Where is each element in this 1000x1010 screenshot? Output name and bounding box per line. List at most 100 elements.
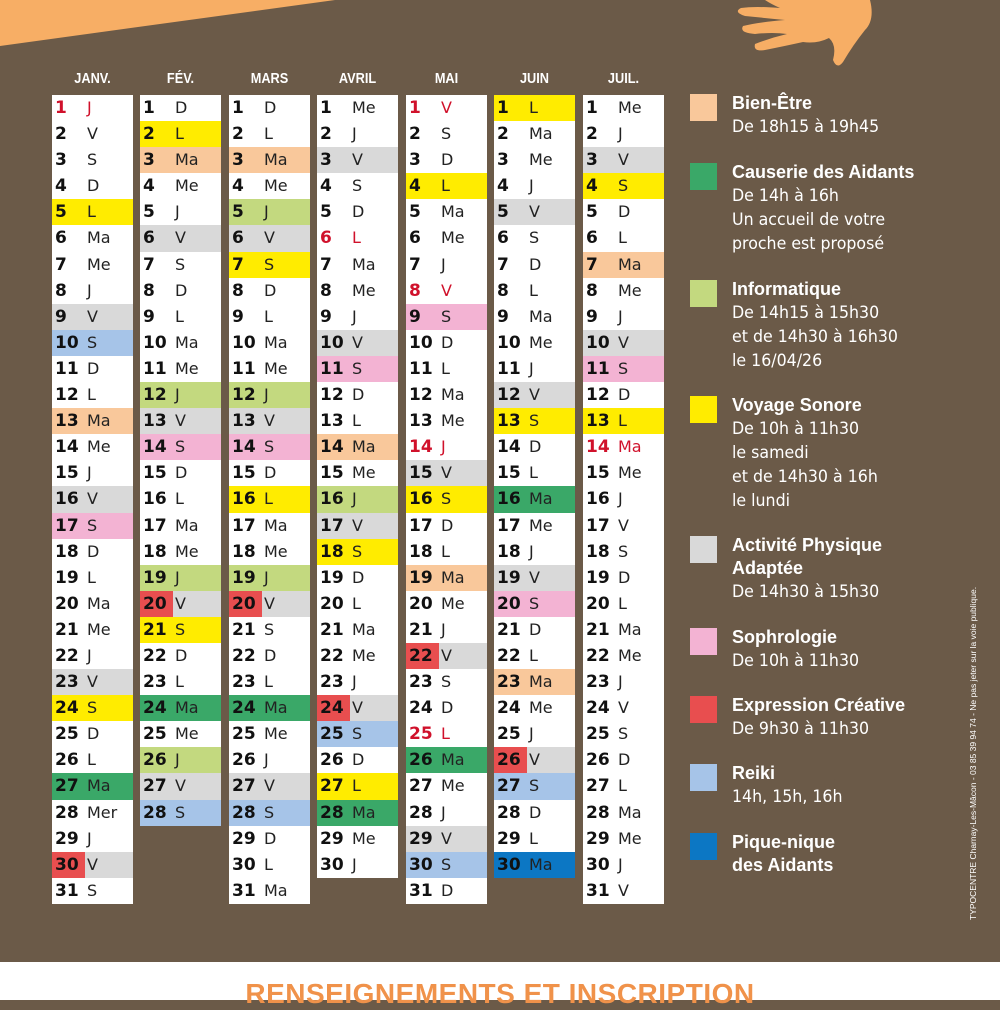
- day-number: 8: [143, 280, 155, 301]
- day-number: 5: [497, 202, 509, 223]
- weekday-label: L: [264, 306, 273, 326]
- day-number: 31: [55, 880, 79, 901]
- weekday-label: J: [352, 854, 357, 874]
- day-number: 5: [143, 202, 155, 223]
- legend-detail: et de 14h30 à 16h: [732, 467, 878, 487]
- weekday-label: Me: [264, 541, 288, 561]
- legend-title-line: Pique-nique: [732, 832, 835, 852]
- day-cell: 23 V: [52, 669, 133, 696]
- day-number: 29: [55, 828, 79, 849]
- day-number: 23: [586, 672, 610, 693]
- weekday-label: D: [264, 98, 277, 117]
- day-number: 12: [409, 385, 433, 406]
- day-number: 23: [409, 672, 433, 693]
- day-number: 23: [320, 672, 344, 693]
- day-cell: 1 Me: [583, 95, 664, 121]
- legend-detail: De 18h15 à 19h45: [732, 117, 880, 137]
- day-cell: 26 D: [317, 747, 398, 773]
- day-number: 9: [232, 306, 244, 327]
- day-number: 28: [409, 802, 433, 823]
- legend-title: Bien-Être De 18h15 à 19h45: [732, 92, 890, 139]
- weekday-label: Ma: [87, 411, 111, 431]
- legend-swatch: [690, 536, 717, 563]
- day-number: 27: [320, 776, 344, 797]
- day-cell: 19 Ma: [406, 564, 487, 591]
- day-cell: 11 J: [494, 356, 575, 382]
- weekday-label: S: [618, 724, 629, 744]
- day-cell: 14 Me: [52, 434, 133, 460]
- day-cell: 13 L: [317, 408, 398, 434]
- weekday-label: L: [618, 593, 627, 613]
- weekday-label: Me: [352, 828, 376, 848]
- day-number: 6: [232, 228, 244, 249]
- month-header: JANV.: [74, 70, 111, 87]
- weekday-label: S: [264, 619, 275, 639]
- weekday-label: Me: [352, 463, 376, 483]
- day-cell: 20 V: [229, 590, 310, 617]
- day-number: 12: [232, 385, 256, 406]
- day-number: 17: [409, 515, 433, 536]
- weekday-label: D: [87, 724, 100, 744]
- day-cell: 18 Me: [229, 539, 310, 565]
- day-number: 29: [586, 828, 610, 849]
- day-cell: 19 V: [494, 564, 575, 591]
- day-cell: 27 S: [494, 773, 575, 800]
- weekday-label: V: [264, 593, 275, 613]
- day-cell: 14 J: [406, 434, 487, 460]
- legend-title: Voyage Sonore De 10h à 11h30 le samedi et d…: [732, 394, 889, 513]
- day-number: 23: [232, 672, 256, 693]
- weekday-label: Me: [441, 593, 465, 613]
- weekday-label: D: [264, 463, 277, 483]
- legend-swatch: [690, 833, 717, 860]
- weekday-label: Ma: [352, 437, 376, 457]
- weekday-label: S: [352, 724, 363, 744]
- day-number: 20: [143, 593, 167, 614]
- weekday-label: L: [87, 567, 96, 587]
- day-cell: 20 V: [140, 590, 221, 617]
- weekday-label: S: [264, 437, 275, 457]
- day-number: 14: [409, 437, 433, 458]
- weekday-label: Ma: [264, 698, 288, 718]
- day-number: 5: [320, 202, 332, 223]
- day-number: 18: [55, 541, 79, 562]
- legend-title-line: Bien-Être: [732, 93, 813, 113]
- day-number: 3: [232, 150, 244, 171]
- day-cell: 18 D: [52, 539, 133, 565]
- day-cell: 22 V: [406, 642, 487, 670]
- day-number: 26: [320, 750, 344, 771]
- weekday-label: Me: [529, 150, 553, 170]
- day-cell: 27 Ma: [52, 773, 133, 800]
- weekday-label: L: [618, 776, 627, 796]
- day-number: 26: [409, 750, 433, 771]
- day-number: 17: [55, 515, 79, 536]
- day-number: 14: [143, 437, 167, 458]
- day-number: 16: [143, 489, 167, 510]
- day-number: 10: [497, 332, 521, 353]
- day-cell: 13 Me: [406, 408, 487, 434]
- weekday-label: Me: [264, 724, 288, 744]
- day-number: 30: [55, 854, 79, 875]
- day-cell: 17 Ma: [229, 513, 310, 539]
- weekday-label: D: [529, 254, 542, 274]
- day-number: 22: [586, 645, 610, 666]
- day-cell: 20 L: [317, 591, 398, 617]
- weekday-label: V: [352, 332, 363, 352]
- day-number: 4: [232, 176, 244, 197]
- day-cell: 10 Ma: [140, 330, 221, 356]
- day-number: 25: [232, 724, 256, 745]
- weekday-label: Mer: [87, 802, 118, 822]
- day-cell: 28 Mer: [52, 800, 133, 826]
- day-number: 11: [232, 358, 256, 379]
- day-cell: 30 J: [583, 852, 664, 878]
- day-cell: 21 D: [494, 617, 575, 643]
- day-number: 10: [55, 332, 79, 353]
- day-number: 15: [55, 463, 79, 484]
- day-cell: 28 S: [229, 799, 310, 826]
